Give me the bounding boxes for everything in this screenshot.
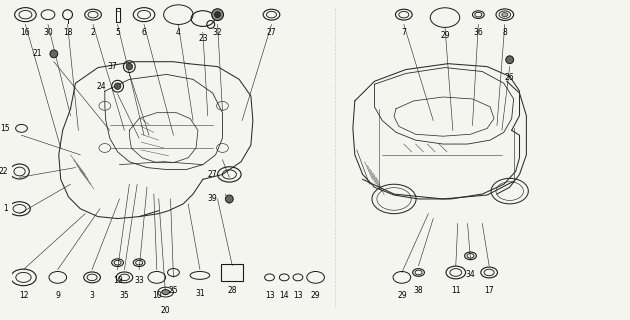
Text: 5: 5 bbox=[115, 28, 120, 37]
Text: 3: 3 bbox=[89, 291, 94, 300]
Text: 16: 16 bbox=[21, 28, 30, 37]
Text: 34: 34 bbox=[466, 269, 476, 278]
Text: 24: 24 bbox=[96, 82, 106, 91]
Text: 38: 38 bbox=[414, 286, 423, 295]
Bar bbox=[222, 264, 243, 281]
Ellipse shape bbox=[506, 56, 513, 64]
Ellipse shape bbox=[126, 63, 132, 70]
Text: 37: 37 bbox=[108, 62, 118, 71]
Text: 31: 31 bbox=[195, 289, 205, 298]
Ellipse shape bbox=[215, 12, 220, 18]
Ellipse shape bbox=[162, 290, 169, 294]
Text: 1: 1 bbox=[3, 204, 8, 213]
Text: 4: 4 bbox=[176, 28, 181, 37]
Text: 19: 19 bbox=[113, 276, 122, 285]
Text: 10: 10 bbox=[152, 291, 162, 300]
Text: 23: 23 bbox=[198, 34, 208, 43]
Text: 6: 6 bbox=[142, 28, 147, 37]
Text: 13: 13 bbox=[265, 291, 274, 300]
Text: 9: 9 bbox=[55, 291, 60, 300]
Text: 15: 15 bbox=[0, 124, 9, 133]
Text: 33: 33 bbox=[134, 276, 144, 285]
Text: 29: 29 bbox=[397, 291, 407, 300]
Text: 30: 30 bbox=[43, 28, 53, 37]
Text: 25: 25 bbox=[169, 286, 178, 295]
Text: 32: 32 bbox=[213, 28, 222, 37]
Text: 21: 21 bbox=[33, 49, 42, 58]
Text: 11: 11 bbox=[451, 286, 461, 295]
Text: 27: 27 bbox=[266, 28, 277, 37]
Text: 26: 26 bbox=[505, 74, 515, 83]
Ellipse shape bbox=[114, 83, 121, 90]
Text: 29: 29 bbox=[440, 31, 450, 40]
Text: 17: 17 bbox=[484, 286, 494, 295]
Ellipse shape bbox=[501, 12, 508, 17]
Text: 28: 28 bbox=[227, 286, 237, 295]
Bar bbox=[116, 8, 120, 21]
Text: 18: 18 bbox=[63, 28, 72, 37]
Text: 39: 39 bbox=[208, 195, 217, 204]
Text: 12: 12 bbox=[19, 291, 28, 300]
Ellipse shape bbox=[50, 50, 58, 58]
Text: 8: 8 bbox=[503, 28, 507, 37]
Text: 14: 14 bbox=[280, 291, 289, 300]
Text: 27: 27 bbox=[208, 170, 217, 179]
Text: 20: 20 bbox=[161, 306, 171, 315]
Ellipse shape bbox=[212, 9, 224, 20]
Text: 2: 2 bbox=[91, 28, 95, 37]
Text: 36: 36 bbox=[474, 28, 483, 37]
Text: 22: 22 bbox=[0, 167, 8, 176]
Text: 13: 13 bbox=[293, 291, 303, 300]
Text: 7: 7 bbox=[401, 28, 406, 37]
Text: 29: 29 bbox=[311, 291, 321, 300]
Text: 35: 35 bbox=[120, 291, 129, 300]
Ellipse shape bbox=[226, 195, 233, 203]
